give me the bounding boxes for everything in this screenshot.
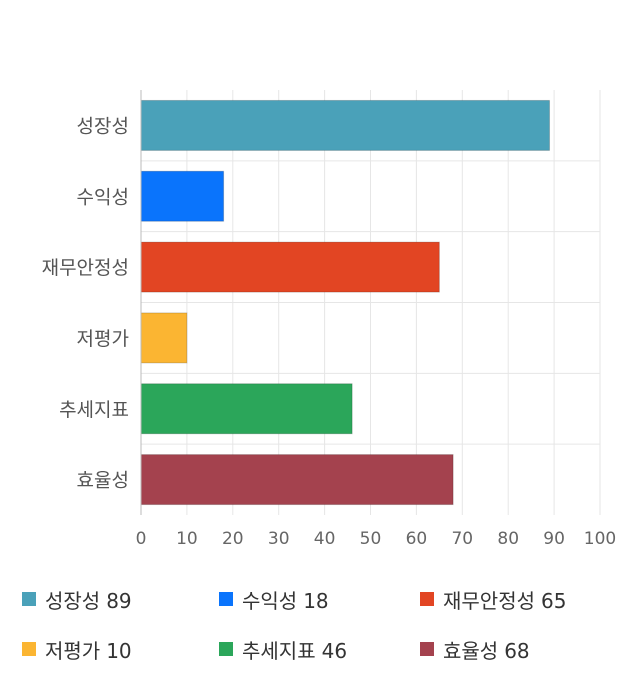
legend-label: 추세지표 [242, 638, 316, 663]
chart-legend: 성장성 89 수익성 18 재무안정성 65 저평가 10 추세지표 46 효율성 68 [22, 584, 622, 684]
legend-swatch [22, 592, 36, 606]
x-tick-label: 80 [497, 529, 519, 549]
legend-item: 재무안정성 65 [420, 584, 566, 614]
legend-value: 89 [106, 588, 132, 613]
bar [140, 312, 188, 364]
chart-bars [140, 99, 551, 506]
x-tick-label: 60 [406, 529, 428, 549]
x-tick-label: 100 [584, 529, 616, 549]
bar [140, 454, 454, 506]
x-tick-label: 10 [176, 529, 198, 549]
bar [140, 99, 551, 151]
x-tick-label: 90 [543, 529, 565, 549]
x-tick-label: 70 [451, 529, 473, 549]
legend-item: 효율성 68 [420, 634, 530, 664]
bar [140, 383, 353, 435]
category-label: 성장성 [77, 115, 129, 137]
legend-value: 18 [303, 588, 329, 613]
category-label: 추세지표 [59, 399, 129, 421]
legend-label: 재무안정성 [443, 588, 535, 613]
x-tick-label: 50 [360, 529, 382, 549]
legend-item: 저평가 10 [22, 634, 132, 664]
x-tick-label: 20 [222, 529, 244, 549]
legend-text: 재무안정성 65 [443, 585, 566, 614]
legend-text: 수익성 18 [242, 585, 329, 614]
legend-label: 성장성 [45, 588, 101, 613]
legend-swatch [219, 592, 233, 606]
bar [140, 170, 225, 222]
legend-swatch [420, 592, 434, 606]
legend-value: 68 [504, 638, 530, 663]
legend-label: 수익성 [242, 588, 298, 613]
legend-value: 10 [106, 638, 132, 663]
x-tick-label: 40 [314, 529, 336, 549]
legend-text: 효율성 68 [443, 635, 530, 664]
legend-text: 저평가 10 [45, 635, 132, 664]
legend-text: 성장성 89 [45, 585, 132, 614]
legend-item: 성장성 89 [22, 584, 132, 614]
x-axis-ticks: 0 10 20 30 40 50 60 70 80 90 100 [136, 529, 617, 549]
legend-item: 수익성 18 [219, 584, 329, 614]
legend-value: 65 [541, 588, 567, 613]
legend-item: 추세지표 46 [219, 634, 347, 664]
chart-grid [141, 90, 601, 515]
bar [140, 241, 440, 293]
category-label: 저평가 [77, 328, 129, 350]
x-tick-label: 30 [268, 529, 290, 549]
category-label: 효율성 [77, 470, 129, 492]
legend-label: 저평가 [45, 638, 101, 663]
legend-swatch [219, 642, 233, 656]
category-label: 수익성 [77, 186, 129, 208]
x-tick-label: 0 [136, 529, 147, 549]
legend-value: 46 [321, 638, 348, 663]
legend-text: 추세지표 46 [242, 635, 347, 664]
legend-label: 효율성 [443, 638, 499, 663]
category-label: 재무안정성 [42, 257, 129, 279]
legend-swatch [420, 642, 434, 656]
legend-swatch [22, 642, 36, 656]
